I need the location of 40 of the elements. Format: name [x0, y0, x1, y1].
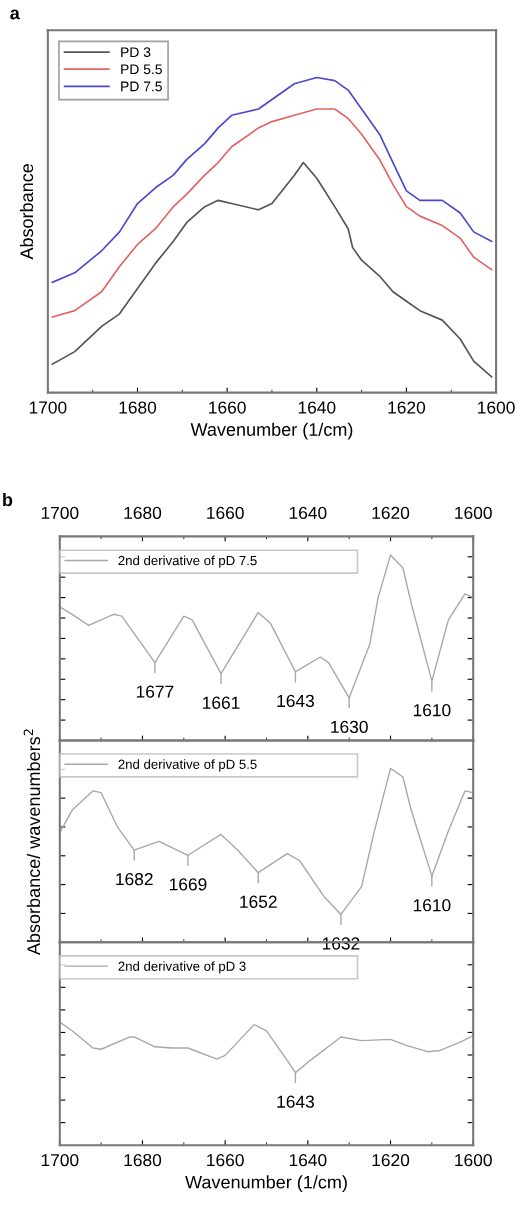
chart-title: b: [3, 492, 13, 507]
annotation: 1669: [169, 878, 207, 891]
legend-label: 2nd derivative of pD 7.5: [118, 555, 257, 568]
x-tick-label: 1700: [29, 401, 67, 414]
x-tick-label: 1640: [298, 401, 336, 414]
x-tick-label: 1660: [209, 401, 246, 414]
annotation: 1643: [277, 694, 314, 708]
x-tick-label: 1680: [124, 1153, 162, 1167]
x-tick-label: 1600: [455, 506, 492, 520]
x-tick-label: 1660: [207, 1153, 244, 1167]
legend-label: PD 7.5: [121, 81, 162, 92]
x-tick-label: 1620: [388, 401, 426, 414]
legend-label: 2nd derivative of pD 3: [118, 961, 246, 974]
x-tick-label: 1600: [455, 1153, 492, 1167]
x-tick-label: 1600: [478, 401, 515, 414]
x-tick-label: 1680: [124, 506, 162, 520]
annotation: 1677: [136, 685, 174, 698]
annotation: 1643: [277, 1095, 314, 1108]
legend-label: PD 5.5: [121, 64, 162, 75]
annotation: 1610: [413, 704, 451, 717]
annotation: 1610: [413, 899, 451, 912]
x-tick-label: 1680: [119, 401, 157, 414]
x-tick-label: 1620: [372, 506, 410, 520]
x-tick-label: 1640: [289, 506, 327, 520]
annotation: 1682: [116, 872, 153, 886]
x-tick-label: 1620: [372, 1153, 410, 1167]
y-axis-title: Absorbance: [19, 164, 34, 260]
legend-label: 2nd derivative of pD 5.5: [118, 759, 257, 772]
annotation: 1630: [331, 720, 368, 734]
x-tick-label: 1660: [207, 506, 244, 520]
chart-title: a: [10, 9, 20, 20]
annotation: 1652: [240, 895, 277, 908]
annotation: 1661: [203, 696, 240, 709]
x-tick-label: 1640: [289, 1153, 327, 1167]
y-axis-title: Absorbance/ wavenumbers$^{2}$: [23, 729, 41, 956]
legend-label: PD 3: [121, 47, 151, 58]
x-tick-label: 1700: [41, 1153, 79, 1167]
x-axis-title: Wavenumber (1/cm): [185, 1175, 347, 1193]
x-tick-label: 1700: [41, 506, 79, 520]
x-axis-title: Wavenumber (1/cm): [190, 422, 353, 440]
